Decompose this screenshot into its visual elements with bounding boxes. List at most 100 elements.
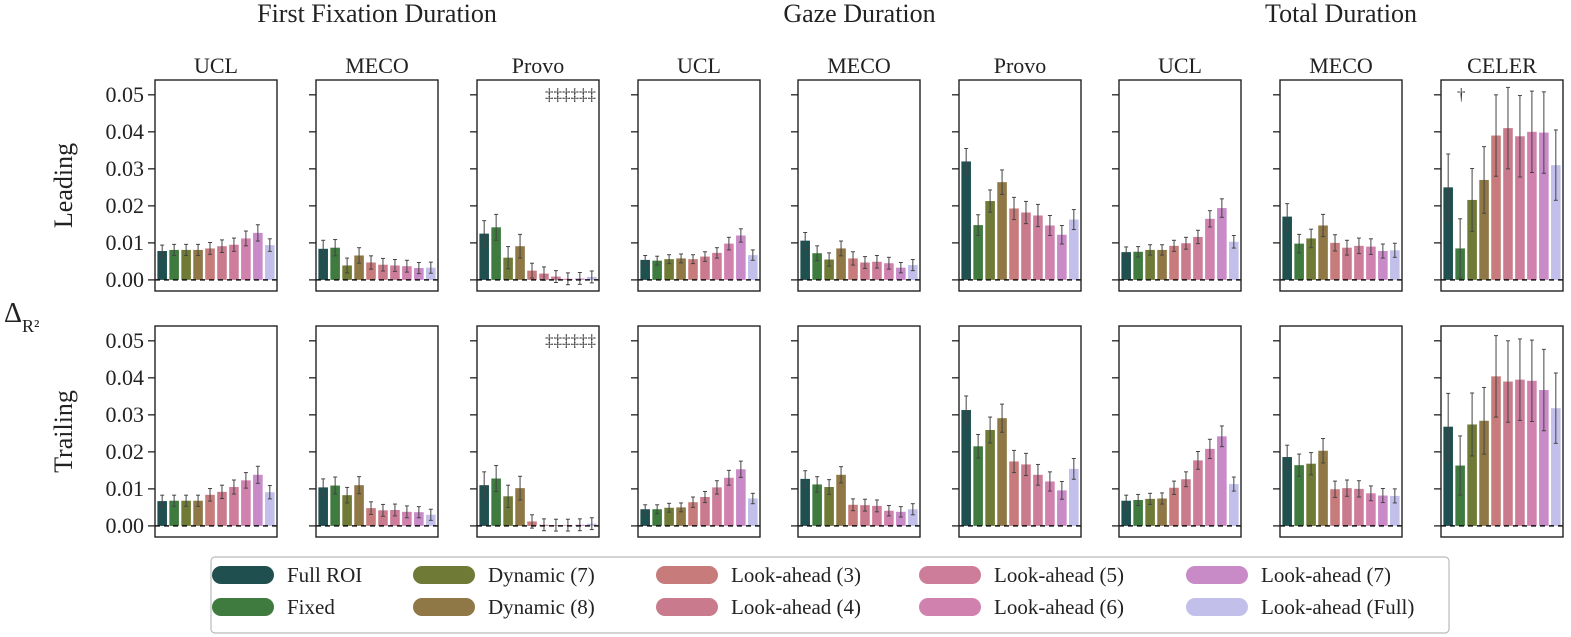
bar-look-ahead-6-	[1045, 481, 1055, 526]
legend-swatch	[212, 598, 274, 616]
bar-dynamic-7-	[1145, 249, 1155, 280]
y-tick-label: 0.00	[106, 267, 145, 292]
bar-dynamic-7-	[1467, 199, 1477, 280]
panel-leading-1: MECO	[309, 53, 439, 292]
row-label: Trailing	[49, 390, 78, 473]
bar-look-ahead-5-	[712, 487, 722, 526]
bar-fixed	[1294, 243, 1304, 280]
bar-look-ahead-4-	[217, 491, 227, 526]
legend-swatch	[1186, 598, 1248, 616]
bar-look-ahead-4-	[1342, 247, 1352, 280]
bar-dynamic-8-	[354, 485, 364, 526]
bar-full-roi	[800, 240, 810, 280]
panel-trailing-8	[1434, 325, 1564, 538]
panel-title: UCL	[194, 53, 238, 78]
panel-frame	[797, 325, 921, 538]
panel-title: UCL	[1158, 53, 1202, 78]
bar-look-ahead-full-	[1390, 250, 1400, 280]
panel-frame	[476, 79, 600, 292]
bar-look-ahead-5-	[1354, 488, 1364, 526]
bar-look-ahead-4-	[1181, 243, 1191, 280]
panel-frame	[476, 325, 600, 538]
bar-fixed	[330, 247, 340, 280]
bar-full-roi	[1443, 187, 1453, 280]
bar-look-ahead-5-	[1515, 136, 1525, 280]
bar-dynamic-8-	[836, 474, 846, 526]
bar-look-ahead-5-	[390, 265, 400, 280]
bar-full-roi	[479, 485, 489, 526]
bar-look-ahead-5-	[1354, 245, 1364, 280]
panel-title: MECO	[827, 53, 891, 78]
bar-look-ahead-6-	[1205, 218, 1215, 280]
legend-swatch	[656, 566, 718, 584]
legend-label: Look-ahead (Full)	[1261, 595, 1414, 619]
row-label: Leading	[49, 143, 78, 228]
bar-look-ahead-6-	[1045, 225, 1055, 280]
y-axis-label-delta: Δ	[4, 298, 22, 329]
bar-full-roi	[157, 251, 167, 280]
panel-frame	[637, 325, 761, 538]
bar-look-ahead-6-	[402, 266, 412, 280]
bar-full-roi	[961, 410, 971, 526]
panel-frame	[797, 79, 921, 292]
bar-fixed	[1294, 465, 1304, 526]
bar-look-ahead-7-	[1217, 436, 1227, 526]
bar-dynamic-7-	[664, 259, 674, 280]
y-tick-label: 0.01	[106, 476, 145, 501]
panel-leading-3: UCL	[631, 53, 761, 292]
bar-dynamic-8-	[676, 507, 686, 526]
bar-fixed	[169, 249, 179, 280]
bar-look-ahead-5-	[1515, 379, 1525, 526]
panel-trailing-3	[631, 325, 761, 538]
panel-frame	[958, 79, 1082, 292]
significance-marker: ‡‡‡‡‡‡	[545, 331, 596, 350]
bar-look-ahead-3-	[1330, 242, 1340, 280]
bar-look-ahead-4-	[700, 256, 710, 280]
bar-look-ahead-7-	[253, 232, 263, 280]
bar-look-ahead-full-	[748, 498, 758, 526]
panel-frame	[154, 79, 278, 292]
bar-dynamic-8-	[515, 488, 525, 526]
bar-full-roi	[640, 259, 650, 280]
bar-look-ahead-4-	[860, 505, 870, 526]
bar-look-ahead-4-	[217, 246, 227, 280]
bar-look-ahead-3-	[205, 248, 215, 280]
group-title: Gaze Duration	[783, 0, 935, 28]
legend-label: Dynamic (8)	[488, 595, 595, 619]
bar-look-ahead-5-	[1193, 460, 1203, 526]
bar-look-ahead-6-	[884, 510, 894, 526]
panel-trailing-1	[309, 325, 439, 538]
bar-dynamic-7-	[181, 500, 191, 526]
bar-full-roi	[1121, 252, 1131, 280]
bar-dynamic-8-	[1157, 249, 1167, 280]
bar-look-ahead-3-	[366, 508, 376, 526]
panel-frame	[1440, 325, 1564, 538]
bar-look-ahead-5-	[1193, 236, 1203, 280]
bar-full-roi	[800, 478, 810, 526]
bar-dynamic-7-	[824, 487, 834, 526]
bar-fixed	[973, 225, 983, 280]
panel-frame	[1118, 325, 1242, 538]
bar-fixed	[169, 500, 179, 526]
bar-look-ahead-7-	[896, 511, 906, 526]
y-tick-label: 0.01	[106, 230, 145, 255]
titles-layer: First Fixation Duration Gaze Duration Tota…	[49, 0, 1417, 473]
legend-label: Full ROI	[287, 563, 362, 587]
bar-look-ahead-5-	[872, 261, 882, 280]
bar-full-roi	[318, 487, 328, 526]
y-tick-label: 0.05	[106, 82, 145, 107]
bar-look-ahead-3-	[1330, 489, 1340, 526]
y-tick-label: 0.03	[106, 156, 145, 181]
bar-look-ahead-6-	[724, 243, 734, 280]
bar-dynamic-7-	[985, 201, 995, 280]
bar-look-ahead-3-	[1009, 208, 1019, 280]
panel-title: Provo	[512, 53, 565, 78]
panel-leading-2: Provo ‡‡‡‡‡‡	[470, 53, 600, 292]
bar-fixed	[330, 485, 340, 526]
panel-trailing-4	[791, 325, 921, 538]
bar-look-ahead-3-	[848, 504, 858, 526]
bar-look-ahead-6-	[241, 480, 251, 526]
panel-leading-4: MECO	[791, 53, 921, 292]
bar-look-ahead-full-	[426, 267, 436, 280]
bar-dynamic-7-	[1467, 424, 1477, 526]
